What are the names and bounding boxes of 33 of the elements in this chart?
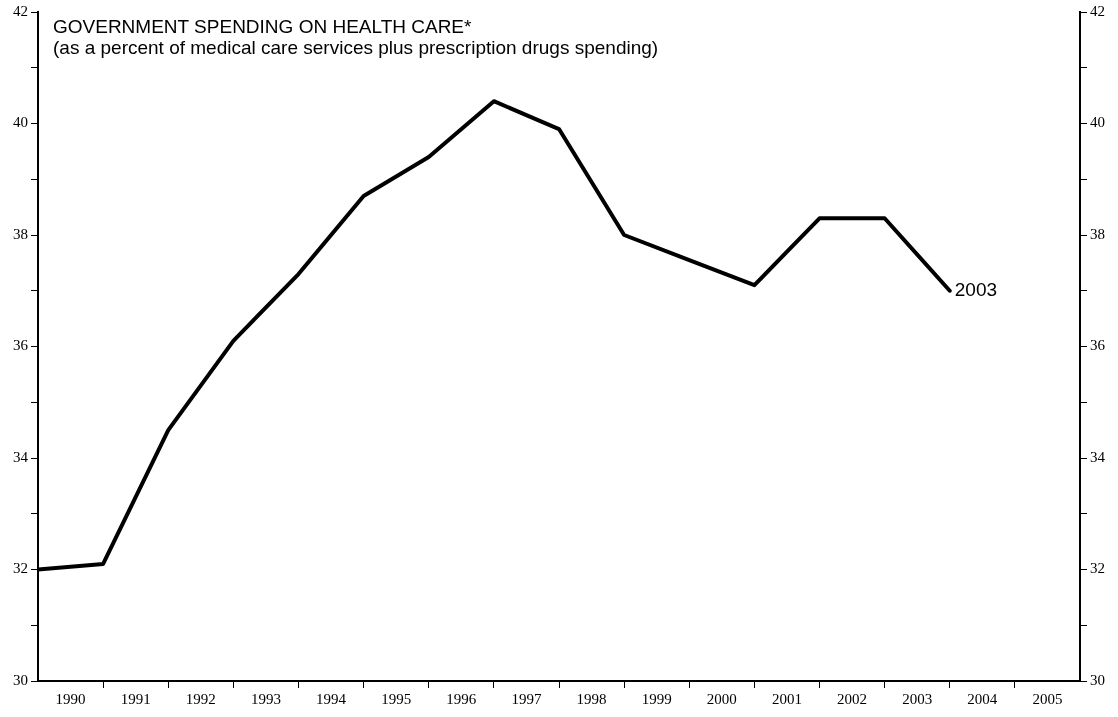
chart-title: GOVERNMENT SPENDING ON HEALTH CARE* [53, 15, 473, 37]
y2-tick-label: 40 [1090, 114, 1105, 131]
x-tick-label: 1993 [250, 690, 281, 707]
y2-tick-label: 38 [1090, 225, 1105, 242]
y2-tick-label: 42 [1090, 2, 1105, 19]
y-tick-label: 32 [13, 560, 28, 577]
y-tick-label: 36 [13, 337, 29, 354]
x-tick-label: 2004 [967, 690, 998, 707]
y-tick-label: 38 [13, 225, 28, 242]
x-tick-label: 2005 [1032, 690, 1063, 707]
y2-tick-label: 34 [1090, 448, 1106, 465]
x-tick-label: 1996 [446, 690, 477, 707]
annotation: 2003 [954, 278, 998, 300]
x-tick-label: 1994 [316, 690, 347, 707]
x-tick-label: 1990 [55, 690, 86, 707]
x-tick-label: 1999 [641, 690, 672, 707]
x-tick-label: 1998 [576, 690, 607, 707]
y2-tick-label: 32 [1090, 560, 1105, 577]
x-tick-label: 1997 [511, 690, 542, 707]
y-tick-label: 30 [13, 671, 28, 688]
y2-tick-label: 30 [1090, 671, 1105, 688]
y-tick-label: 42 [13, 2, 28, 19]
x-tick-label: 1991 [120, 690, 151, 707]
x-tick-label: 2003 [902, 690, 933, 707]
x-tick-label: 2002 [837, 690, 868, 707]
x-tick-label: 2000 [706, 690, 737, 707]
y2-tick-label: 36 [1090, 337, 1106, 354]
y-tick-label: 34 [13, 448, 29, 465]
text: (as a percent of medical care services plus prescription drugs spending) [53, 36, 659, 58]
x-tick-label: 1995 [381, 690, 412, 707]
x-tick-label: 2001 [771, 690, 802, 707]
y-tick-label: 40 [13, 114, 28, 131]
x-tick-label: 1992 [185, 690, 216, 707]
